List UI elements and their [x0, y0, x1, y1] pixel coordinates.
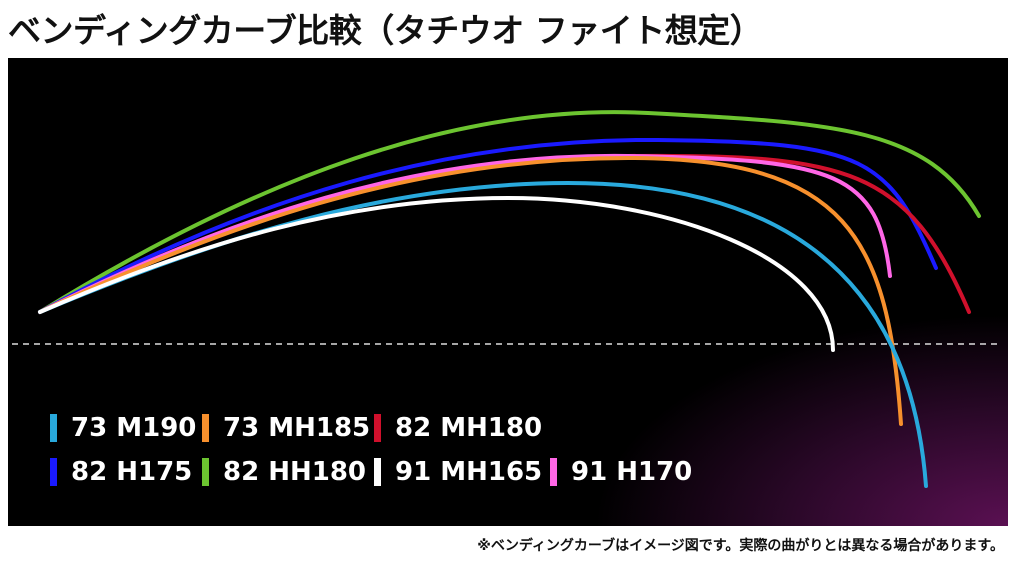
legend-swatch: [202, 458, 209, 486]
legend-label: 91 H170: [571, 457, 692, 487]
legend-item: 91 H170: [550, 457, 692, 487]
legend-item: 82 HH180: [202, 457, 366, 487]
legend-item: 82 H175: [50, 457, 192, 487]
legend-label: 82 MH180: [395, 413, 542, 443]
legend-label: 73 M190: [71, 413, 196, 443]
legend-swatch: [550, 458, 557, 486]
legend-swatch: [202, 414, 209, 442]
legend-swatch: [50, 414, 57, 442]
legend-item: 73 M190: [50, 413, 196, 443]
legend-label: 91 MH165: [395, 457, 542, 487]
legend-label: 82 HH180: [223, 457, 366, 487]
legend-label: 82 H175: [71, 457, 192, 487]
legend-label: 73 MH185: [223, 413, 370, 443]
legend-swatch: [374, 414, 381, 442]
curve-91-h170: [40, 156, 890, 312]
curves-svg: [8, 58, 1008, 526]
legend-swatch: [50, 458, 57, 486]
footnote: ※ベンディングカーブはイメージ図です。実際の曲がりとは異なる場合があります。: [477, 535, 1004, 555]
curve-82-hh180: [40, 112, 979, 312]
legend-item: 82 MH180: [374, 413, 542, 443]
legend-item: 73 MH185: [202, 413, 370, 443]
legend-swatch: [374, 458, 381, 486]
plot-area: 73 M190 73 MH185 82 MH180 82 H175 82 HH1…: [8, 58, 1008, 526]
legend-item: 91 MH165: [374, 457, 542, 487]
curve-91-mh165: [40, 198, 833, 350]
chart-title: ベンディングカーブ比較（タチウオ ファイト想定）: [8, 4, 762, 52]
